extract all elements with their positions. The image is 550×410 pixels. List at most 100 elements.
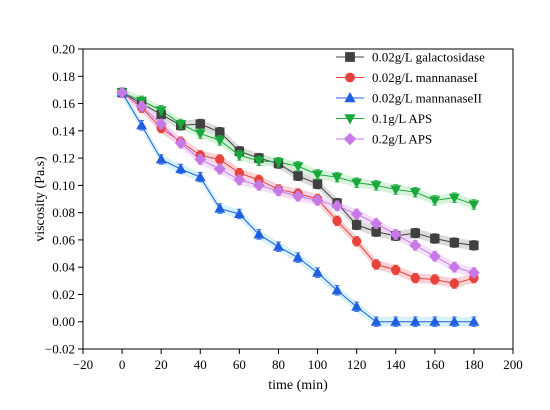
data-point [214, 202, 226, 213]
data-point [351, 300, 363, 311]
x-tick-label: 120 [347, 357, 367, 372]
y-tick-label: 0.02 [52, 287, 75, 302]
x-tick-label: 100 [308, 357, 328, 372]
data-point [468, 200, 480, 211]
data-point [331, 173, 343, 183]
legend-entry-label: 0.2g/L APS [372, 132, 432, 147]
data-point [332, 216, 342, 226]
data-point [430, 274, 440, 285]
data-point [135, 100, 148, 113]
y-axis-title: viscosity (Pa.s) [33, 156, 48, 242]
data-point [370, 217, 383, 230]
x-tick-label: 180 [464, 357, 484, 372]
data-point [194, 153, 207, 166]
y-tick-label: 0.10 [52, 178, 75, 193]
data-point [410, 273, 420, 283]
data-point [351, 236, 362, 246]
data-point [312, 179, 323, 189]
data-point [449, 278, 460, 289]
data-point [233, 173, 246, 186]
series-markers [116, 86, 480, 327]
data-point [430, 233, 440, 244]
y-tick-label: 0.20 [52, 42, 75, 57]
data-point [253, 156, 265, 167]
data-point [449, 237, 460, 248]
legend-marker [345, 52, 355, 62]
data-point [312, 266, 323, 277]
data-point [371, 259, 381, 270]
data-point [292, 190, 304, 203]
data-point [272, 184, 285, 197]
legend-marker [344, 91, 356, 103]
data-point [391, 265, 401, 275]
data-point [136, 119, 148, 130]
legend-entry-label: 0.02g/L mannanaseII [372, 91, 482, 106]
plot-frame [82, 48, 514, 350]
data-point [469, 240, 479, 251]
data-point [233, 151, 245, 162]
legend-entry-label: 0.02g/L mannanaseI [372, 70, 478, 85]
data-point [351, 220, 362, 230]
y-tick-label: 0.04 [52, 260, 75, 275]
y-tick-label: 0.08 [52, 205, 75, 220]
data-point [194, 171, 206, 182]
y-tick-label: −0.02 [45, 342, 75, 357]
data-point [448, 315, 460, 326]
data-point [213, 163, 226, 175]
data-point [409, 239, 422, 252]
x-tick-label: 160 [425, 357, 445, 372]
data-point [467, 266, 480, 279]
x-tick-label: 20 [155, 357, 168, 372]
data-point [351, 178, 363, 189]
data-point [214, 136, 226, 147]
data-point [273, 158, 284, 168]
data-point [448, 261, 461, 274]
y-tick-label: 0.16 [52, 96, 75, 111]
data-point [370, 315, 382, 326]
data-point [155, 106, 167, 117]
legend-entry-label: 0.02g/L galactosidase [372, 50, 485, 65]
legend: 0.02g/L galactosidase 0.02g/L mannanaseI 0… [336, 50, 485, 147]
data-point [410, 228, 420, 238]
data-point [155, 118, 168, 130]
data-point [389, 228, 402, 241]
data-point [429, 315, 441, 326]
data-point [195, 119, 205, 129]
data-point [370, 181, 382, 192]
x-axis-title: time (min) [268, 378, 328, 393]
legend-marker [343, 132, 357, 146]
data-point [253, 228, 265, 239]
tick-marks [78, 48, 514, 354]
data-point [273, 240, 284, 251]
data-point [428, 250, 441, 263]
data-point [448, 193, 460, 204]
series-line [121, 92, 475, 205]
data-point [252, 179, 265, 192]
series-lines [121, 92, 475, 323]
data-point [390, 185, 402, 196]
x-tick-label: 40 [194, 357, 207, 372]
data-point [215, 154, 225, 165]
data-point [429, 196, 441, 207]
data-point [233, 208, 245, 219]
x-tick-label: 140 [386, 357, 406, 372]
x-tick-label: 200 [503, 357, 523, 372]
y-tick-label: 0.14 [52, 123, 75, 138]
y-tick-label: 0.00 [52, 314, 75, 329]
data-point [409, 315, 421, 326]
legend-entry-label: 0.1g/L APS [372, 111, 432, 126]
data-point [331, 284, 343, 295]
series-line [121, 92, 474, 323]
y-tick-label: 0.06 [52, 232, 75, 247]
y-tick-label: 0.18 [52, 69, 75, 84]
data-point [175, 163, 187, 174]
data-point [175, 119, 187, 130]
y-tick-label: 0.12 [52, 151, 75, 166]
data-point [311, 194, 324, 207]
data-point [293, 171, 303, 181]
legend-marker [344, 114, 356, 125]
data-point [390, 315, 402, 326]
data-point [312, 170, 323, 181]
data-point [409, 188, 421, 198]
data-point [292, 162, 304, 173]
